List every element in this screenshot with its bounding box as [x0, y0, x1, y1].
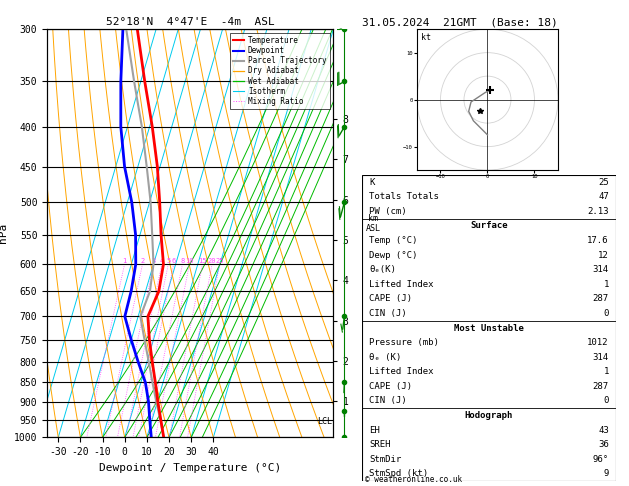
Text: 1: 1	[603, 280, 609, 289]
Text: 25: 25	[598, 178, 609, 187]
Text: 36: 36	[598, 440, 609, 449]
Title: 52°18'N  4°47'E  -4m  ASL: 52°18'N 4°47'E -4m ASL	[106, 17, 275, 27]
Text: 314: 314	[593, 265, 609, 274]
Text: Surface: Surface	[470, 222, 508, 230]
Text: 3: 3	[152, 258, 156, 264]
Text: 20: 20	[208, 258, 216, 264]
Text: θₑ(K): θₑ(K)	[369, 265, 396, 274]
Y-axis label: km
ASL: km ASL	[366, 214, 381, 233]
Text: 25: 25	[215, 258, 224, 264]
Text: θₑ (K): θₑ (K)	[369, 353, 401, 362]
Text: 0: 0	[603, 309, 609, 318]
Text: 5: 5	[166, 258, 170, 264]
Text: 2.13: 2.13	[587, 207, 609, 216]
Text: 17.6: 17.6	[587, 236, 609, 245]
Text: Hodograph: Hodograph	[465, 411, 513, 420]
Text: 15: 15	[198, 258, 207, 264]
Legend: Temperature, Dewpoint, Parcel Trajectory, Dry Adiabat, Wet Adiabat, Isotherm, Mi: Temperature, Dewpoint, Parcel Trajectory…	[230, 33, 330, 109]
Text: CIN (J): CIN (J)	[369, 397, 407, 405]
Text: 6: 6	[172, 258, 176, 264]
Text: 1012: 1012	[587, 338, 609, 347]
Text: StmDir: StmDir	[369, 455, 401, 464]
Text: © weatheronline.co.uk: © weatheronline.co.uk	[365, 474, 462, 484]
Text: CAPE (J): CAPE (J)	[369, 382, 413, 391]
Text: 287: 287	[593, 382, 609, 391]
Text: Dewp (°C): Dewp (°C)	[369, 251, 418, 260]
Text: 1: 1	[123, 258, 126, 264]
Text: Lifted Index: Lifted Index	[369, 367, 434, 376]
Text: Most Unstable: Most Unstable	[454, 324, 524, 332]
Text: 12: 12	[598, 251, 609, 260]
Text: 10: 10	[185, 258, 194, 264]
Text: CAPE (J): CAPE (J)	[369, 295, 413, 303]
Text: SREH: SREH	[369, 440, 391, 449]
Text: 0: 0	[603, 397, 609, 405]
X-axis label: Dewpoint / Temperature (°C): Dewpoint / Temperature (°C)	[99, 463, 281, 473]
Text: 314: 314	[593, 353, 609, 362]
Text: 1: 1	[603, 367, 609, 376]
Text: LCL: LCL	[317, 417, 332, 426]
Text: StmSpd (kt): StmSpd (kt)	[369, 469, 428, 478]
Y-axis label: hPa: hPa	[0, 223, 8, 243]
Text: Temp (°C): Temp (°C)	[369, 236, 418, 245]
Text: CIN (J): CIN (J)	[369, 309, 407, 318]
Text: 47: 47	[598, 192, 609, 201]
Text: Totals Totals: Totals Totals	[369, 192, 439, 201]
Text: 96°: 96°	[593, 455, 609, 464]
Text: K: K	[369, 178, 375, 187]
Text: 9: 9	[603, 469, 609, 478]
Text: 4: 4	[160, 258, 164, 264]
Text: 287: 287	[593, 295, 609, 303]
Text: PW (cm): PW (cm)	[369, 207, 407, 216]
Text: Pressure (mb): Pressure (mb)	[369, 338, 439, 347]
Text: kt: kt	[421, 34, 431, 42]
Text: 8: 8	[181, 258, 184, 264]
Text: 2: 2	[140, 258, 145, 264]
Text: 31.05.2024  21GMT  (Base: 18): 31.05.2024 21GMT (Base: 18)	[362, 17, 557, 27]
Text: Lifted Index: Lifted Index	[369, 280, 434, 289]
Text: 43: 43	[598, 426, 609, 434]
Text: EH: EH	[369, 426, 380, 434]
